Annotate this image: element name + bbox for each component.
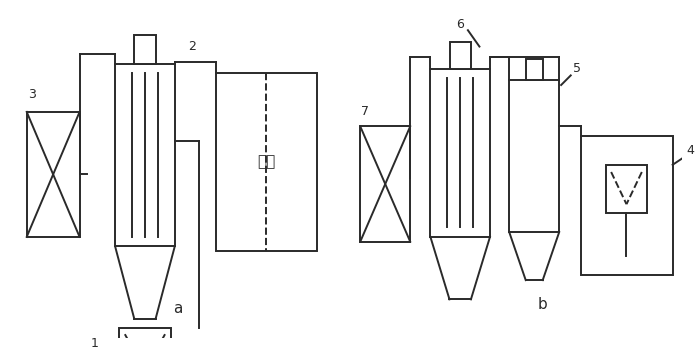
Bar — [430, 69, 490, 237]
Bar — [449, 42, 471, 69]
Bar — [118, 328, 172, 350]
Text: 颚破: 颚破 — [257, 154, 275, 169]
Text: a: a — [173, 301, 182, 316]
Bar — [360, 126, 410, 242]
Text: 4: 4 — [686, 144, 694, 157]
Text: 5: 5 — [573, 62, 580, 75]
Bar — [134, 35, 155, 64]
Text: 6: 6 — [456, 18, 464, 31]
Bar — [27, 112, 80, 237]
Text: 2: 2 — [188, 40, 196, 53]
Text: 3: 3 — [27, 88, 36, 101]
Bar — [526, 59, 543, 80]
Bar — [509, 80, 559, 232]
Text: b: b — [538, 297, 547, 312]
Bar — [216, 74, 317, 251]
Text: 7: 7 — [361, 105, 369, 118]
Bar — [581, 136, 673, 275]
Bar — [606, 165, 647, 213]
Bar — [115, 64, 175, 246]
Text: 1: 1 — [90, 337, 99, 350]
